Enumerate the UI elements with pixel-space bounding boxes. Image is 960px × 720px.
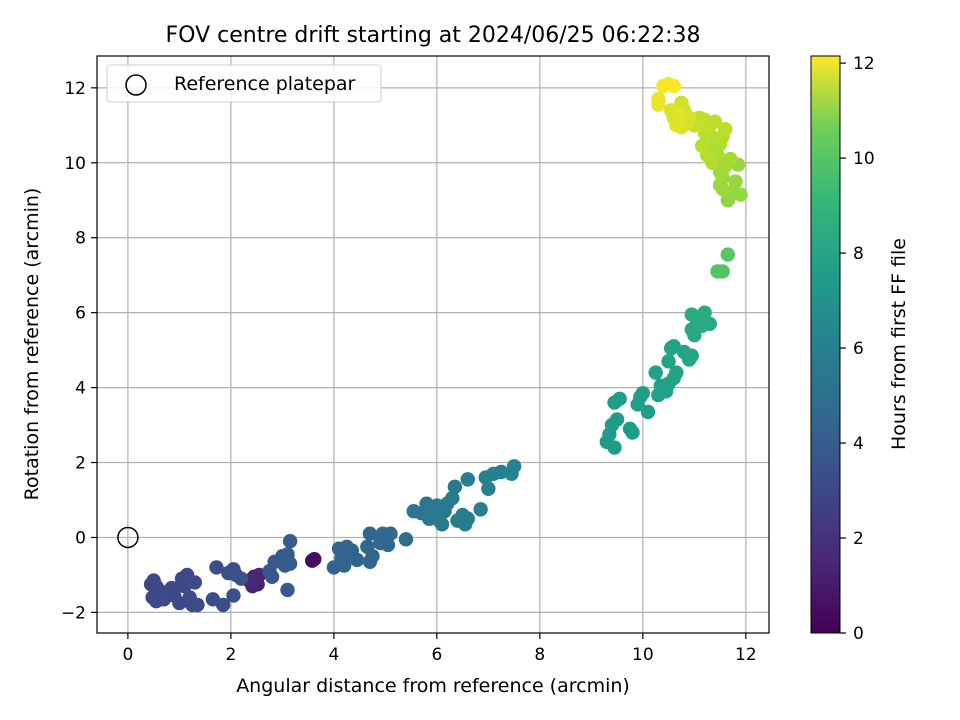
x-tick-label: 2 [225,645,236,665]
y-tick-label: 0 [75,528,86,548]
colorbar-gradient [810,55,841,634]
scatter-point [380,537,396,553]
scatter-point [190,597,205,613]
colorbar-tick-label: 10 [853,149,875,169]
scatter-point [473,502,488,517]
scatter-point [684,348,699,363]
scatter-point [445,490,460,506]
scatter-point [349,552,365,568]
scatter-point [733,187,748,202]
scatter-point [307,551,322,567]
scatter-point [715,181,730,197]
colorbar-tick-label: 4 [853,434,864,454]
legend: Reference platepar [106,64,382,103]
scatter-point [674,95,689,111]
plot-frame [96,55,770,634]
scatter-point [728,174,743,189]
scatter-point [280,582,295,598]
scatter-point [282,534,298,549]
colorbar-tick-label: 2 [853,529,864,549]
y-tick-label: 10 [64,154,86,174]
scatter-point [694,138,710,154]
scatter-point [362,526,378,541]
scatter-point [651,91,666,107]
y-axis-label: Rotation from reference (arcmin) [21,188,43,501]
x-tick-label: 6 [431,645,442,665]
chart-title: FOV centre drift starting at 2024/06/25 … [166,23,701,48]
scatter-point [648,365,663,380]
colorbar-label: Hours from first FF file [888,238,910,450]
scatter-point [635,386,651,401]
scatter-point [612,391,627,407]
scatter-point [506,459,522,474]
legend-marker-icon [125,74,147,96]
scatter-point [226,588,241,603]
scatter-point [661,354,676,369]
scatter-point [362,554,378,570]
y-tick-label: −2 [61,603,86,623]
scatter-point [264,569,280,584]
y-tick-label: 2 [75,454,86,474]
colorbar-tick-label: 8 [853,244,864,264]
colorbar-ticks: 0 2 4 6 8 10 12 [840,54,875,644]
scatter-point [460,472,475,487]
scatter-point [630,397,645,412]
scatter-point [684,307,699,322]
scatter-point [640,404,656,420]
scatter-point [434,517,450,532]
scatter-point [460,511,475,526]
scatter-point [707,114,723,129]
scatter-point [233,571,249,586]
x-tick-label: 12 [735,645,757,665]
scatter-point [215,597,231,613]
axis-ticks: 0 2 4 6 8 10 12 −2 0 2 4 6 8 10 12 [61,79,757,665]
x-tick-label: 4 [328,645,339,665]
legend-label: Reference platepar [174,73,356,95]
scatter-point [187,575,203,590]
scatter-point [609,412,625,427]
x-tick-label: 8 [534,645,545,665]
scatter-point [607,440,622,455]
reference-platepar-marker [117,526,139,549]
x-tick-label: 0 [122,645,133,665]
scatter-point [702,316,717,332]
scatter-point [625,425,640,440]
y-tick-label: 12 [64,79,86,99]
grid-lines [97,56,769,633]
legend-box [106,64,382,103]
scatter-point [723,151,738,167]
y-tick-label: 4 [75,379,86,399]
scatter-point [666,78,681,94]
scatter-point [481,481,496,496]
scatter-point [282,556,298,571]
scatter-point [697,305,712,320]
colorbar: 0 2 4 6 8 10 12 Hours from first FF file [810,54,910,644]
x-axis-label: Angular distance from reference (arcmin) [236,675,630,697]
scatter-point [336,558,352,573]
colorbar-tick-label: 6 [853,339,864,359]
scatter-point [383,526,398,541]
scatter-point [718,121,733,137]
scatter-point [447,479,463,495]
colorbar-tick-label: 12 [853,54,875,74]
scatter-point [209,560,224,575]
scatter-point [669,118,684,133]
x-tick-label: 10 [632,645,654,665]
scatter-point [398,532,414,547]
y-tick-label: 6 [75,304,86,324]
scatter-point [669,365,684,380]
scatter-points [143,76,748,613]
colorbar-tick-label: 0 [853,624,864,644]
y-tick-label: 8 [75,229,86,249]
scatter-point [715,264,730,279]
scatter-point [671,106,687,122]
scatter-point [720,247,736,262]
